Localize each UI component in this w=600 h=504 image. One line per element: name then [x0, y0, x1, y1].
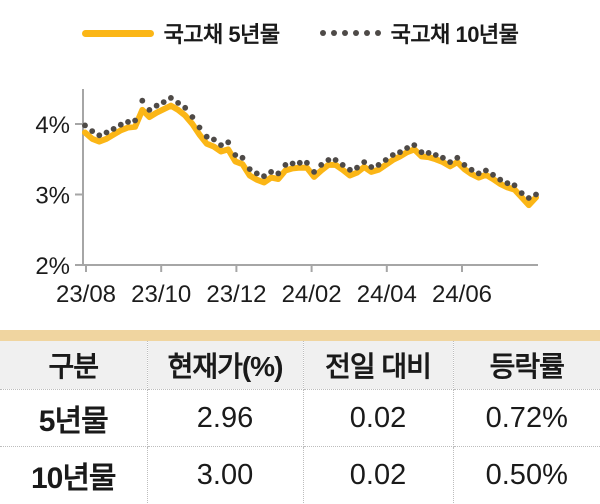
dot-series-10yr	[82, 95, 539, 201]
col-header-current: 현재가(%)	[147, 341, 304, 390]
bond-table: 구분 현재가(%) 전일 대비 등락률 5년물 2.96 0.02 0.72% …	[0, 330, 600, 503]
table-row-5yr: 5년물 2.96 0.02 0.72%	[0, 389, 600, 447]
cell-5yr-day-change: 0.02	[303, 389, 454, 447]
x-tick-label: 23/08	[56, 281, 116, 308]
y-tick-label: 4%	[35, 112, 70, 139]
y-tick-label: 3%	[35, 183, 70, 210]
col-header-day-change: 전일 대비	[303, 341, 454, 390]
legend-label-10yr: 국고채 10년물	[390, 22, 519, 47]
cell-10yr-current: 3.00	[147, 446, 304, 503]
table-top-accent-bar	[0, 330, 600, 341]
x-tick-label: 23/12	[206, 281, 266, 308]
row-label-10yr: 10년물	[0, 446, 148, 503]
table-header-row: 구분 현재가(%) 전일 대비 등락률	[0, 341, 600, 390]
col-header-category: 구분	[0, 341, 148, 390]
chart-legend: 국고채 5년물 국고채 10년물	[0, 16, 600, 50]
row-label-5yr: 5년물	[0, 389, 148, 447]
cell-5yr-change-rate: 0.72%	[453, 389, 600, 447]
cell-10yr-change-rate: 0.50%	[485, 458, 568, 491]
col-header-change-rate: 등락률	[453, 341, 600, 390]
line-swatch-5yr-icon	[81, 29, 154, 37]
cell-10yr-day-change: 0.02	[303, 446, 454, 503]
y-tick-label: 2%	[35, 253, 70, 280]
dots-swatch-10yr-icon	[319, 30, 381, 36]
cell-5yr-current: 2.96	[147, 389, 304, 447]
x-tick-label: 23/10	[131, 281, 191, 308]
line-series-5yr	[82, 102, 539, 209]
axes: 4% 3% 2%23/08 23/10 23/12 24/02 24/04 24/06	[35, 89, 538, 308]
legend-label-5yr: 국고채 5년물	[163, 22, 281, 47]
table-row-10yr: 10년물 3.00 0.02 0.50%	[0, 446, 600, 503]
x-tick-label: 24/06	[432, 281, 492, 308]
x-tick-label: 24/02	[282, 281, 342, 308]
bond-yield-chart: 4% 3% 2%23/08 23/10 23/12 24/02 24/04 24/06	[35, 89, 539, 308]
x-tick-label: 24/04	[357, 281, 417, 308]
